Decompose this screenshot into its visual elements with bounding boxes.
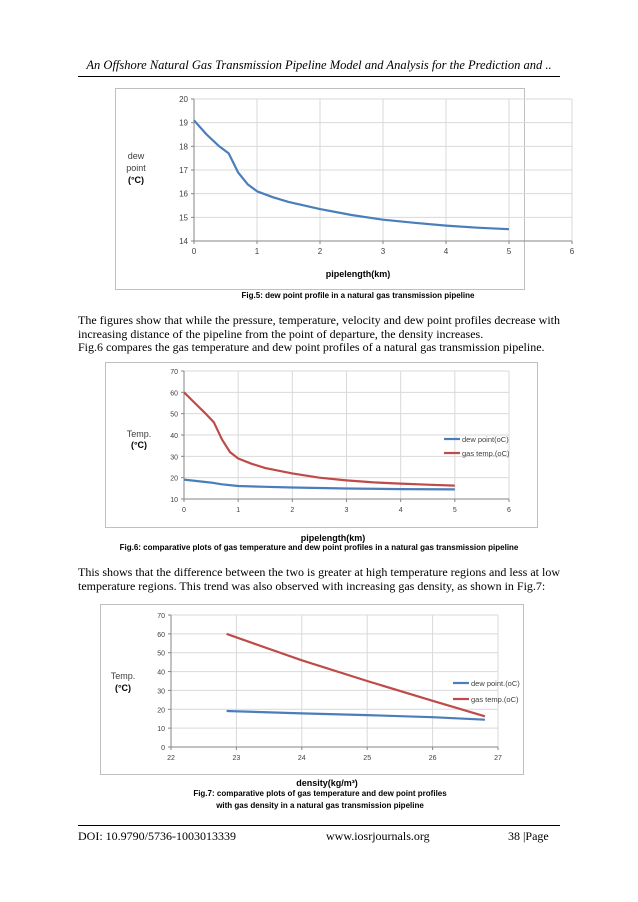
y-tick-label: 70 (170, 369, 178, 376)
y-tick-label: 19 (179, 119, 188, 128)
fig7-chart: 0 10 20 30 40 50 60 70 22 23 24 25 26 27 Temp. (°C) dens… (111, 613, 521, 788)
y-tick-label: 50 (157, 651, 165, 658)
y-tick-label: 20 (157, 707, 165, 714)
x-tick-label: 6 (507, 507, 511, 514)
fig6-caption: Fig.6: comparative plots of gas temperat… (119, 543, 519, 552)
series-line-1 (193, 119, 510, 231)
y-tick-label: 10 (157, 726, 165, 733)
legend-label: gas temp.(oC) (471, 695, 519, 704)
footer-site-link[interactable]: www.iosrjournals.org (326, 829, 430, 843)
x-tick-label: 27 (494, 755, 502, 762)
series-line-2 (226, 632, 486, 718)
y-tick-label: 18 (179, 142, 188, 151)
x-tick-label: 24 (298, 755, 306, 762)
series-line-2 (183, 391, 455, 487)
x-tick-label: 23 (233, 755, 241, 762)
y-axis-label-line: (°C) (115, 683, 131, 693)
y-tick-label: 30 (157, 688, 165, 695)
fig5-caption: Fig.5: dew point profile in a natural ga… (241, 291, 475, 300)
body-paragraph-1: The figures show that while the pressure… (78, 313, 560, 355)
x-tick-label: 22 (167, 755, 175, 762)
y-axis-label-line: (°C) (131, 440, 147, 450)
y-tick-label: 60 (157, 632, 165, 639)
x-tick-label: 5 (453, 507, 457, 514)
body-paragraph-2: This shows that the difference between t… (78, 565, 560, 593)
fig7-caption-line2: with gas density in a natural gas transm… (216, 801, 424, 810)
y-tick-label: 60 (170, 390, 178, 397)
paragraph-1-fig6-intro: Fig.6 compares the gas temperature and d… (78, 340, 545, 354)
footer-doi: DOI: 10.9790/5736-1003013339 (78, 829, 236, 843)
header-rule (78, 76, 560, 77)
x-tick-label: 2 (318, 247, 323, 256)
x-tick-label: 3 (381, 247, 386, 256)
x-tick-label: 1 (236, 507, 240, 514)
y-axis-label-line: Temp. (111, 671, 136, 681)
running-title: An Offshore Natural Gas Transmission Pip… (86, 58, 552, 72)
x-axis-label: pipelength(km) (301, 533, 366, 543)
fig5-chart: 14 15 16 17 18 19 20 0 1 2 3 4 5 6 dew point (°C) pipelen… (126, 95, 575, 279)
x-tick-label: 25 (363, 755, 371, 762)
legend-label: dew point.(oC) (471, 679, 520, 688)
x-tick-label: 26 (429, 755, 437, 762)
x-axis-label: density(kg/m³) (296, 778, 358, 788)
y-axis-label-line: Temp. (127, 429, 152, 439)
y-tick-label: 14 (179, 237, 188, 246)
x-tick-label: 0 (182, 507, 186, 514)
x-tick-label: 6 (570, 247, 575, 256)
y-tick-label: 20 (179, 95, 188, 104)
y-tick-label: 70 (157, 613, 165, 620)
legend-label: gas temp.(oC) (462, 449, 510, 458)
y-tick-label: 10 (170, 497, 178, 504)
y-tick-label: 15 (179, 213, 188, 222)
fig5-chart-frame: 14 15 16 17 18 19 20 0 1 2 3 4 5 6 dew point (°C) pipelen… (115, 88, 575, 290)
y-tick-label: 30 (170, 454, 178, 461)
y-tick-label: 40 (157, 670, 165, 677)
x-tick-label: 4 (444, 247, 449, 256)
y-axis-label-line: dew (128, 151, 145, 161)
y-tick-label: 16 (179, 190, 188, 199)
footer-page-number: 38 |Page (508, 829, 549, 843)
fig6-chart-frame: 10 20 30 40 50 60 70 0 1 2 3 4 5 6 Temp. (°C) pipelength… (105, 362, 538, 543)
footer-rule (78, 825, 560, 826)
series-line-1 (183, 478, 455, 491)
x-tick-label: 0 (192, 247, 197, 256)
y-axis-label-line: point (126, 163, 146, 173)
y-tick-label: 40 (170, 433, 178, 440)
series-line-1 (226, 709, 485, 721)
fig6-chart: 10 20 30 40 50 60 70 0 1 2 3 4 5 6 Temp.(°C) pipelength… (127, 369, 511, 543)
fig7-chart-frame: 0 10 20 30 40 50 60 70 22 23 24 25 26 27 Temp. (°C) dens… (100, 604, 524, 788)
x-tick-label: 5 (507, 247, 512, 256)
y-tick-label: 17 (179, 166, 188, 175)
y-tick-label: 50 (170, 412, 178, 419)
x-tick-label: 1 (255, 247, 260, 256)
x-tick-label: 4 (399, 507, 403, 514)
y-tick-label: 0 (161, 745, 165, 752)
fig7-caption-line1: Fig.7: comparative plots of gas temperat… (193, 789, 447, 798)
x-tick-label: 3 (345, 507, 349, 514)
y-tick-label: 20 (170, 476, 178, 483)
y-axis-label-line: (°C) (128, 175, 144, 185)
paragraph-1-text: The figures show that while the pressure… (78, 313, 560, 341)
x-axis-label: pipelength(km) (326, 269, 391, 279)
legend-label: dew point(oC) (462, 435, 509, 444)
x-tick-label: 2 (290, 507, 294, 514)
